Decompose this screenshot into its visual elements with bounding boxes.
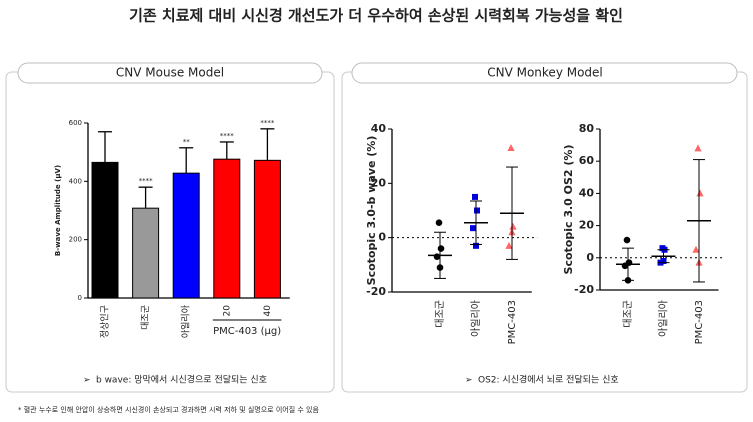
y-tick-label: 600	[69, 119, 82, 127]
y-tick-label: 0	[586, 251, 594, 264]
data-point	[623, 236, 631, 244]
x-tick-label: 아일리아	[470, 300, 482, 337]
data-point	[437, 245, 445, 252]
bar	[253, 159, 281, 299]
y-axis-label: Scotopic 3.0 OS2 (%)	[562, 145, 575, 275]
footnote: * 혈관 누수로 인해 안압이 상승하면 시신경이 손상되고 경과하면 시력 저…	[18, 405, 319, 414]
x-tick-label: 정상인구	[100, 305, 111, 338]
data-point	[472, 193, 478, 200]
x-tick-label: 아일리아	[658, 300, 670, 337]
data-point	[470, 225, 476, 232]
data-point	[509, 222, 517, 230]
significance-label: **	[183, 138, 191, 146]
y-tick-label: 400	[69, 177, 82, 185]
panel-note: OS2: 시신경에서 뇌로 전달되는 신호	[478, 374, 619, 386]
bar	[91, 161, 119, 299]
x-tick-label: PMC-403	[507, 300, 518, 344]
y-tick-label: 200	[69, 236, 82, 244]
bar	[132, 207, 160, 299]
data-point	[474, 207, 480, 214]
data-point	[473, 242, 479, 249]
y-tick-label: 60	[579, 154, 595, 167]
y-tick-label: 40	[371, 122, 387, 135]
significance-label: ****	[260, 119, 275, 127]
page-title: 기존 치료제 대비 시신경 개선도가 더 우수하여 손상된 시력회복 가능성을 …	[129, 7, 623, 25]
y-tick-label: -20	[366, 285, 386, 298]
panel-box	[341, 71, 748, 393]
data-point	[696, 189, 704, 197]
data-point	[505, 241, 513, 249]
data-point	[435, 219, 443, 227]
panel-title: CNV Monkey Model	[487, 66, 603, 80]
y-axis-label: B-wave Amplitude (μV)	[54, 165, 62, 256]
x-tick-label: 아일리아	[181, 304, 192, 338]
panel-note: b wave: 망막에서 시신경으로 전달되는 신호	[96, 374, 267, 386]
panel-header	[351, 62, 738, 84]
significance-label: ****	[220, 132, 235, 140]
y-tick-label: 0	[78, 294, 82, 302]
data-point	[694, 144, 702, 152]
y-tick-label: -20	[574, 283, 594, 296]
significance-label: ****	[139, 177, 154, 185]
x-tick-label: PMC-403	[694, 300, 705, 344]
y-tick-label: 40	[579, 186, 595, 199]
y-axis-label: Scotopic 3.0-b wave (%)	[365, 136, 378, 286]
x-tick-label: 대조군	[140, 305, 151, 330]
y-tick-label: 20	[371, 176, 387, 189]
x-tick-label: 20	[222, 305, 232, 317]
data-point	[692, 245, 700, 253]
bar	[213, 158, 241, 299]
bar	[172, 172, 200, 299]
y-tick-label: 20	[579, 219, 595, 232]
bullet: ➢	[83, 376, 91, 386]
x-tick-label: 40	[263, 305, 273, 317]
panel-header	[17, 62, 323, 84]
data-point	[507, 144, 515, 152]
data-point	[433, 253, 441, 260]
y-tick-label: 80	[579, 122, 595, 135]
group-label: PMC-403 (μg)	[213, 326, 281, 337]
panel-title: CNV Mouse Model	[116, 66, 224, 80]
x-tick-label: 대조군	[622, 300, 634, 328]
bullet: ➢	[465, 376, 473, 386]
x-tick-label: 대조군	[434, 300, 446, 328]
y-tick-label: 0	[378, 231, 386, 244]
